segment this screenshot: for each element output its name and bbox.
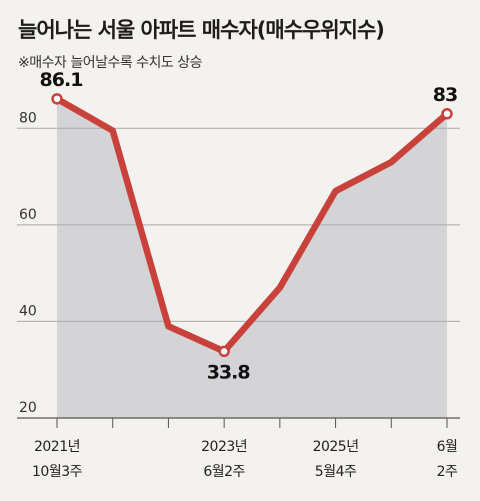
data-label: 86.1 [40, 69, 83, 91]
data-label: 83 [433, 84, 457, 106]
x-tick-label: 10월3주 [32, 464, 83, 480]
series-line [53, 95, 451, 355]
area-fill [57, 98, 447, 419]
chart-subtitle: ※매수자 늘어날수록 수치도 상승 [18, 55, 203, 71]
y-tick-label: 40 [19, 303, 37, 319]
data-point-marker [51, 93, 63, 105]
x-tick-label: 2023년 [201, 439, 247, 455]
chart-title: 늘어나는 서울 아파트 매수자(매수우위지수) [18, 18, 385, 42]
x-tick-label: 6월 [437, 439, 458, 455]
y-tick-label: 20 [19, 400, 37, 416]
x-tick-label: 6월2주 [203, 464, 245, 480]
data-point-marker [441, 108, 453, 120]
x-tick-label: 2021년 [34, 439, 80, 455]
x-tick-label: 2025년 [313, 439, 359, 455]
y-tick-label: 60 [19, 207, 37, 223]
x-tick-label: 2주 [437, 464, 458, 480]
data-label: 33.8 [207, 361, 251, 383]
data-point-marker [218, 345, 230, 358]
x-tick-label: 5월4주 [315, 464, 357, 480]
y-tick-label: 80 [19, 110, 37, 126]
